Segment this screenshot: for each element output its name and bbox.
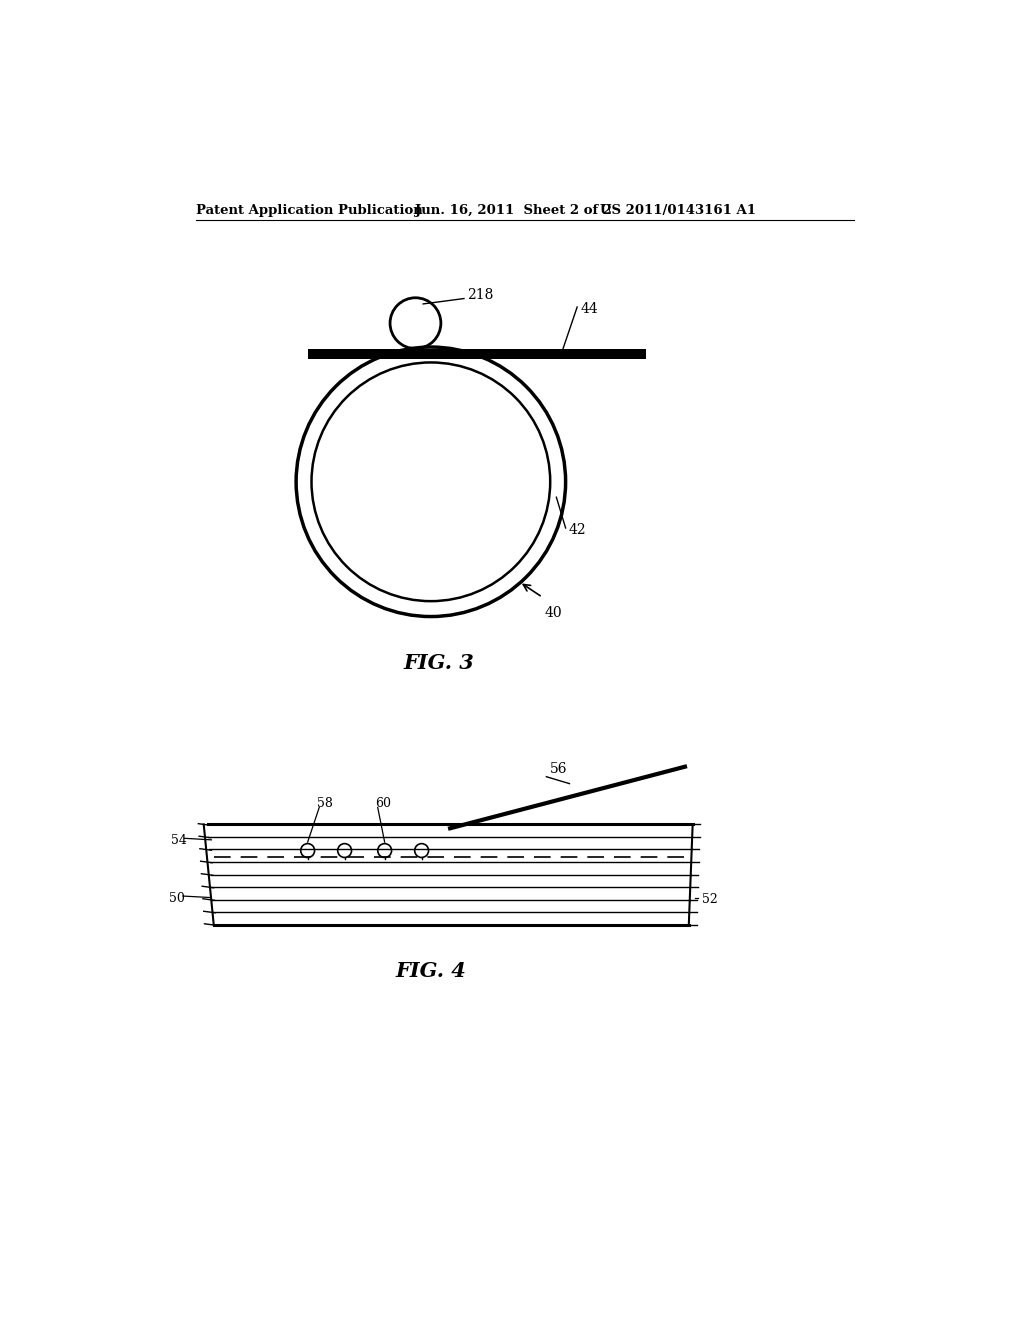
Text: 60: 60 [376, 797, 391, 810]
Text: 52: 52 [701, 894, 718, 907]
Text: 50: 50 [169, 892, 185, 906]
Text: 56: 56 [550, 762, 567, 776]
Text: 40: 40 [545, 606, 562, 619]
Text: 58: 58 [316, 797, 333, 810]
Text: 218: 218 [467, 288, 494, 302]
Text: 54: 54 [171, 834, 186, 847]
Text: FIG. 3: FIG. 3 [403, 653, 474, 673]
Text: 44: 44 [581, 302, 598, 317]
Text: US 2011/0143161 A1: US 2011/0143161 A1 [600, 205, 757, 218]
Text: FIG. 4: FIG. 4 [395, 961, 466, 981]
Text: Jun. 16, 2011  Sheet 2 of 2: Jun. 16, 2011 Sheet 2 of 2 [416, 205, 612, 218]
Text: 42: 42 [568, 523, 587, 537]
Bar [307, 348, 646, 359]
Text: Patent Application Publication: Patent Application Publication [196, 205, 423, 218]
